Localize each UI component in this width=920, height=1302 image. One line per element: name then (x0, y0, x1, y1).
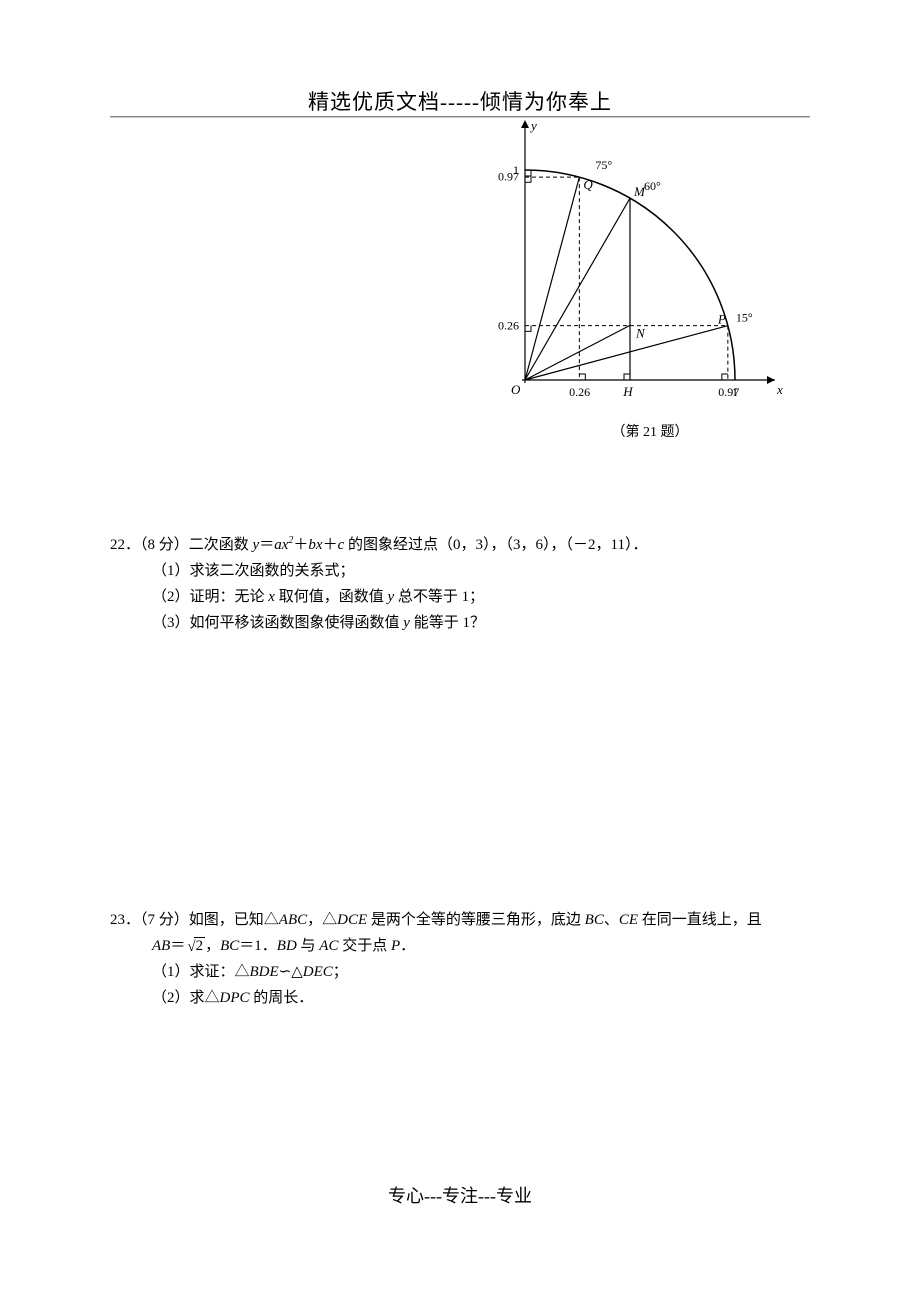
diagram-q21: xyO0.260.9710.2610.97P15°HNM60°Q75° （第 2… (465, 120, 835, 441)
q22-number: 22． (110, 537, 140, 553)
q23-p1-b: ∽△ (279, 964, 303, 980)
q23-bde: BDE (250, 964, 279, 980)
q22-stem-b: 的图象经过点（0，3），（3，6），（－2，11）． (344, 537, 647, 553)
q23-part1: （1）求证：△BDE∽△DEC； (110, 959, 810, 985)
svg-text:N: N (635, 325, 646, 340)
q23-p1-c: ； (333, 964, 348, 980)
q23-dpc: DPC (220, 990, 250, 1006)
svg-text:P: P (717, 312, 726, 327)
q23-stem-a: 如图，已知△ (189, 912, 279, 928)
diagram-caption: （第 21 题） (465, 421, 835, 441)
q23-stem-b: ，△ (307, 912, 337, 928)
q22-p2-b: 取何值，函数值 (275, 589, 388, 605)
q23-dce: DCE (337, 912, 367, 928)
page-header: 精选优质文档-----倾情为你奉上 (0, 86, 920, 116)
svg-text:1: 1 (513, 163, 519, 177)
q23-part2: （2）求△DPC 的周长． (110, 985, 810, 1011)
q23-p2-b: 的周长． (250, 990, 314, 1006)
svg-text:H: H (622, 384, 633, 399)
q22-eq: ＝ (259, 537, 274, 553)
q23-l2-e: 与 (297, 938, 320, 954)
q22-points: （8 分） (140, 537, 189, 553)
q22-part3: （3）如何平移该函数图象使得函数值 y 能等于 1？ (110, 610, 810, 636)
q23-l2-d: ＝1． (239, 938, 277, 954)
q23-ab: AB (152, 938, 170, 954)
q22-stem: 22．（8 分）二次函数 y＝ax2＋bx＋c 的图象经过点（0，3），（3，6… (110, 528, 810, 558)
q23-number: 23． (110, 912, 140, 928)
q22-var-x: x (316, 537, 323, 553)
q23-bd: BD (277, 938, 297, 954)
svg-text:0.26: 0.26 (498, 318, 519, 332)
q22-var-b: b (308, 537, 316, 553)
svg-text:15°: 15° (736, 311, 753, 325)
question-23: 23．（7 分）如图，已知△ABC，△DCE 是两个全等的等腰三角形，底边 BC… (110, 907, 810, 1011)
question-22: 22．（8 分）二次函数 y＝ax2＋bx＋c 的图象经过点（0，3），（3，6… (110, 528, 810, 636)
svg-text:y: y (529, 120, 537, 133)
svg-text:Q: Q (583, 177, 593, 192)
page-footer: 专心---专注---专业 (0, 1182, 920, 1208)
q23-l2-g: ． (400, 938, 415, 954)
q23-l2-b: ＝ (170, 938, 185, 954)
q23-p2-a: （2）求△ (152, 990, 220, 1006)
q23-stem-c: 是两个全等的等腰三角形，底边 (367, 912, 585, 928)
q23-abc: ABC (279, 912, 307, 928)
q23-points: （7 分） (140, 912, 189, 928)
q22-p2-x: x (268, 589, 275, 605)
q23-sqrt2: 2 (185, 933, 205, 959)
diagram-svg: xyO0.260.9710.2610.97P15°HNM60°Q75° (465, 120, 785, 410)
svg-text:0.97: 0.97 (718, 385, 739, 399)
q22-p3-b: 能等于 1？ (410, 615, 485, 631)
svg-text:75°: 75° (595, 158, 612, 172)
q23-bc: BC (585, 912, 604, 928)
q23-stem-line1: 23．（7 分）如图，已知△ABC，△DCE 是两个全等的等腰三角形，底边 BC… (110, 907, 810, 933)
q23-p1-a: （1）求证：△ (152, 964, 250, 980)
header-rule (110, 116, 810, 118)
q23-p: P (391, 938, 400, 954)
q23-l2-c: ， (205, 938, 220, 954)
svg-text:60°: 60° (644, 179, 661, 193)
q22-stem-a: 二次函数 (189, 537, 253, 553)
q22-var-a: a (274, 537, 282, 553)
svg-text:O: O (511, 382, 521, 397)
q23-ac: AC (319, 938, 338, 954)
q23-stem-d: 、 (604, 912, 619, 928)
q23-stem-line2: AB＝ 2，BC＝1．BD 与 AC 交于点 P． (110, 933, 810, 959)
q23-ce: CE (619, 912, 638, 928)
q22-p2-c: 总不等于 1； (394, 589, 484, 605)
q22-part2: （2）证明：无论 x 取何值，函数值 y 总不等于 1； (110, 584, 810, 610)
q22-plus1: ＋ (293, 537, 308, 553)
q23-stem-e: 在同一直线上，且 (638, 912, 762, 928)
q23-dec: DEC (303, 964, 333, 980)
q22-part1: （1）求该二次函数的关系式； (110, 558, 810, 584)
q22-p3-a: （3）如何平移该函数图象使得函数值 (152, 615, 403, 631)
q23-sqrt2-rad: 2 (194, 937, 206, 954)
page: 精选优质文档-----倾情为你奉上 xyO0.260.9710.2610.97P… (0, 0, 920, 1302)
q22-p3-y: y (403, 615, 410, 631)
q22-plus2: ＋ (323, 537, 338, 553)
svg-text:x: x (776, 382, 783, 397)
q23-l2-f: 交于点 (338, 938, 391, 954)
q22-p2-a: （2）证明：无论 (152, 589, 268, 605)
q23-bc2: BC (220, 938, 239, 954)
svg-text:0.26: 0.26 (569, 385, 590, 399)
